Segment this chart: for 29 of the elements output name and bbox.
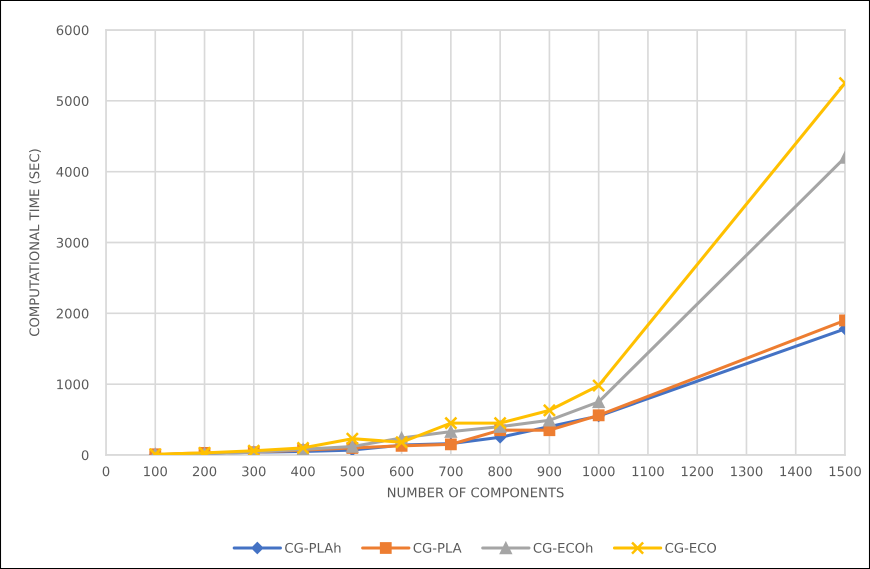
- y-tick-label: 6000: [56, 25, 88, 36]
- x-tick-label: 500: [340, 466, 364, 476]
- y-axis-title: COMPUTATIONAL TIME (SEC): [29, 149, 41, 336]
- y-tick-label: 2000: [56, 308, 88, 319]
- x-axis-title: NUMBER OF COMPONENTS: [388, 487, 564, 498]
- y-tick-label: 3000: [56, 238, 88, 248]
- x-tick-label: 100: [144, 466, 167, 476]
- y-tick-label: 1000: [57, 379, 88, 390]
- y-tick-label: 5000: [56, 96, 88, 106]
- x-tick-label: 900: [538, 466, 562, 476]
- x-tick-label: 1200: [682, 466, 714, 476]
- x-tick-label: 700: [439, 466, 463, 476]
- legend-label: CG-ECOh: [534, 542, 592, 553]
- x-tick-label: 800: [488, 466, 512, 476]
- x-tick-label: 200: [192, 466, 216, 476]
- y-tick-label: 0: [82, 450, 88, 460]
- legend-label: CG-ECO: [665, 542, 716, 553]
- x-tick-label: 1300: [731, 466, 762, 476]
- x-tick-label: 1400: [780, 466, 812, 476]
- x-tick-label: 0: [102, 466, 110, 476]
- x-tick-label: 300: [242, 466, 266, 476]
- x-tick-label: 1000: [583, 466, 615, 476]
- legend-label: CG-PLA: [414, 542, 462, 553]
- x-tick-label: 1100: [632, 466, 664, 476]
- x-tick-label: 600: [390, 466, 414, 476]
- legend-label: CG-PLAh: [285, 542, 340, 553]
- x-tick-label: 400: [291, 466, 315, 476]
- x-tick-label: 1500: [830, 466, 861, 476]
- y-tick-label: 4000: [56, 166, 88, 177]
